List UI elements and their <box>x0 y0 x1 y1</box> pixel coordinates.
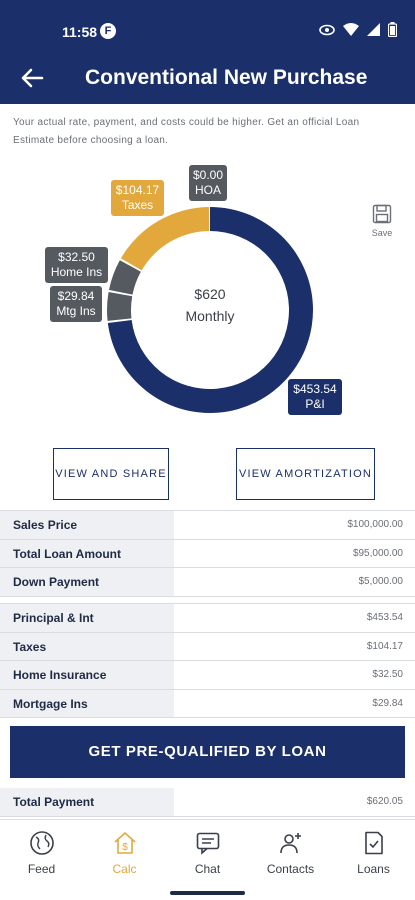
save-label: Save <box>371 228 393 238</box>
row-value: $100,000.00 <box>347 519 403 530</box>
table-row: Down Payment $5,000.00 <box>0 568 415 597</box>
nav-item-feed[interactable]: Feed <box>0 830 83 876</box>
donut-slice-mtg-ins <box>107 292 133 321</box>
tag-taxes: $104.17 Taxes <box>111 180 164 216</box>
tag-taxes-label: Taxes <box>121 198 154 212</box>
row-label: Home Insurance <box>0 661 174 689</box>
payment-breakdown-chart: $104.17 Taxes $0.00 HOA $32.50 Home Ins … <box>0 160 415 430</box>
table-row: Sales Price $100,000.00 <box>0 511 415 540</box>
donut-center-label: Monthly <box>185 308 235 324</box>
signal-icon <box>367 23 380 36</box>
app-notification-icon: F <box>100 23 116 39</box>
tag-pi: $453.54 P&I <box>288 379 342 415</box>
total-value: $620.05 <box>366 796 403 807</box>
status-bar: 11:58 F <box>0 0 415 56</box>
nav-label-contacts: Contacts <box>266 862 315 876</box>
tag-mtg-ins-amount: $29.84 <box>57 289 95 303</box>
system-icons <box>319 22 397 37</box>
globe-icon <box>29 831 54 855</box>
nav-item-calc[interactable]: $ Calc <box>83 830 166 876</box>
eye-icon <box>319 24 335 35</box>
nav-item-loans[interactable]: Loans <box>332 830 415 876</box>
document-check-icon <box>364 831 383 855</box>
row-value: $32.50 <box>372 669 403 680</box>
row-label: Total Loan Amount <box>0 539 174 567</box>
tag-hoa-label: HOA <box>194 183 221 197</box>
total-payment-table: Total Payment $620.05 <box>0 788 415 817</box>
tag-home-ins: $32.50 Home Ins <box>45 247 108 283</box>
view-amortization-button[interactable]: VIEW AMORTIZATION <box>236 448 375 500</box>
table-row: Mortgage Ins $29.84 <box>0 689 415 718</box>
chat-icon <box>196 832 219 855</box>
table-row: Home Insurance $32.50 <box>0 661 415 690</box>
tag-mtg-ins: $29.84 Mtg Ins <box>50 286 102 322</box>
row-value: $5,000.00 <box>358 576 404 587</box>
floppy-disk-icon <box>372 204 392 224</box>
row-label: Mortgage Ins <box>0 689 174 717</box>
loan-summary-table: Sales Price $100,000.00 Total Loan Amoun… <box>0 510 415 597</box>
row-label: Sales Price <box>0 511 174 539</box>
view-and-share-button[interactable]: VIEW AND SHARE <box>53 448 169 500</box>
tag-pi-amount: $453.54 <box>293 382 337 396</box>
bottom-navigation: Feed $ Calc Chat Contacts Loans <box>0 819 415 900</box>
nav-label-calc: Calc <box>112 862 137 876</box>
donut-slice-taxes <box>120 207 210 271</box>
donut-slice-home-ins <box>108 260 141 295</box>
row-value: $453.54 <box>366 612 403 623</box>
gesture-bar <box>170 891 245 895</box>
table-row: Total Loan Amount $95,000.00 <box>0 539 415 568</box>
contacts-icon <box>279 833 301 854</box>
row-label: Taxes <box>0 632 174 660</box>
nav-label-loans: Loans <box>357 862 390 876</box>
tag-pi-label: P&I <box>305 397 325 411</box>
donut-center-amount: $620 <box>194 286 226 302</box>
wifi-icon <box>343 23 359 36</box>
total-label: Total Payment <box>0 788 174 816</box>
tag-hoa: $0.00 HOA <box>189 165 227 201</box>
total-row: Total Payment $620.05 <box>0 788 415 817</box>
row-label: Principal & Int <box>0 604 174 632</box>
nav-item-chat[interactable]: Chat <box>166 830 249 876</box>
get-prequalified-button[interactable]: GET PRE-QUALIFIED BY LOAN <box>10 726 405 778</box>
nav-label-feed: Feed <box>27 862 56 876</box>
back-arrow-icon[interactable] <box>18 64 46 92</box>
row-value: $29.84 <box>372 697 403 709</box>
status-time: 11:58 <box>62 24 98 40</box>
nav-item-contacts[interactable]: Contacts <box>249 830 332 876</box>
row-label: Down Payment <box>0 568 174 596</box>
row-value: $104.17 <box>366 640 403 652</box>
page-title: Conventional New Purchase <box>85 66 368 89</box>
row-value: $95,000.00 <box>352 547 403 559</box>
tag-hoa-amount: $0.00 <box>193 168 224 182</box>
app-bar: Conventional New Purchase <box>0 56 415 104</box>
tag-taxes-amount: $104.17 <box>115 183 160 197</box>
save-button[interactable]: Save <box>368 204 396 238</box>
battery-icon <box>388 22 397 37</box>
house-dollar-icon: $ <box>113 832 136 854</box>
tag-mtg-ins-label: Mtg Ins <box>56 304 96 318</box>
donut-chart <box>107 207 313 413</box>
svg-text:$: $ <box>122 842 128 853</box>
table-row: Taxes $104.17 <box>0 632 415 661</box>
table-row: Principal & Int $453.54 <box>0 604 415 633</box>
disclaimer-text: Your actual rate, payment, and costs cou… <box>13 117 360 146</box>
tag-home-ins-label: Home Ins <box>50 265 103 279</box>
tag-home-ins-amount: $32.50 <box>58 250 95 264</box>
payment-breakdown-table: Principal & Int $453.54 Taxes $104.17 Ho… <box>0 603 415 718</box>
nav-label-chat: Chat <box>194 862 221 876</box>
